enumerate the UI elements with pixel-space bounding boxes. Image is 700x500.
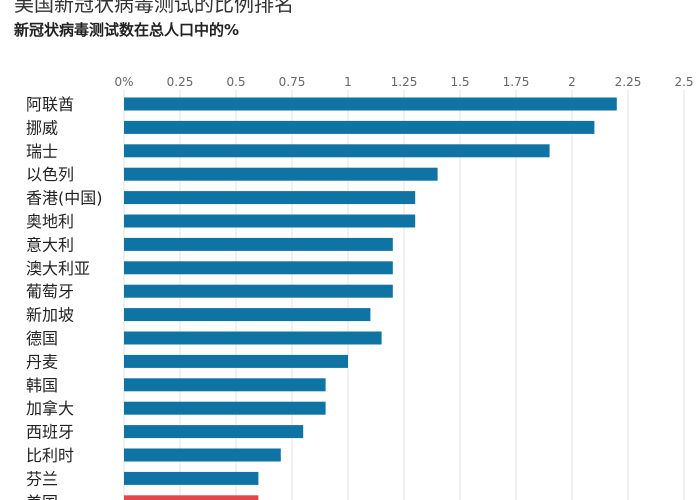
category-label: 意大利 [26,235,74,254]
category-label: 丹麦 [26,352,58,371]
category-label: 韩国 [26,376,58,395]
chart-title: 美国新冠状病毒测试的比例排名 [14,0,294,16]
bar [124,144,550,158]
x-tick-label: 1.5 [450,75,469,89]
bar [124,284,393,298]
category-label: 比利时 [26,446,74,465]
category-label: 瑞士 [26,142,58,161]
category-label: 阿联酋 [26,95,74,114]
category-label: 新加坡 [26,306,74,325]
category-label: 西班牙 [26,423,74,442]
chart-subtitle: 新冠状病毒测试数在总人口中的% [14,21,240,39]
category-label: 奥地利 [26,212,74,231]
category-label: 香港(中国) [26,189,103,208]
category-label: 美国 [26,493,58,500]
bar [124,167,438,181]
x-tick-label: 1 [344,75,352,89]
bar [124,120,595,134]
bar [124,378,326,392]
bar [124,401,326,415]
bar [124,448,281,462]
x-tick-label: 0.5 [226,75,245,89]
bar [124,97,617,111]
bar [124,495,259,500]
x-tick-label: 1.75 [503,75,530,89]
bar [124,354,348,368]
category-label: 芬兰 [26,469,58,488]
category-label: 澳大利亚 [26,259,90,278]
bar [124,191,416,205]
bar [124,237,393,251]
category-label: 以色列 [26,165,74,184]
bar [124,308,371,322]
category-label: 挪威 [26,118,58,137]
bar [124,331,382,345]
x-tick-label: 2.5 [674,75,693,89]
category-label: 德国 [26,329,58,348]
bar [124,471,259,485]
bar [124,261,393,275]
bar [124,214,416,228]
x-tick-label: 0.75 [279,75,306,89]
x-tick-label: 2.25 [615,75,642,89]
x-tick-label: 0% [114,75,133,89]
x-tick-label: 2 [568,75,576,89]
bar [124,425,304,439]
x-tick-label: 0.25 [167,75,194,89]
category-label: 加拿大 [26,399,74,418]
category-label: 葡萄牙 [26,282,74,301]
x-tick-label: 1.25 [391,75,418,89]
